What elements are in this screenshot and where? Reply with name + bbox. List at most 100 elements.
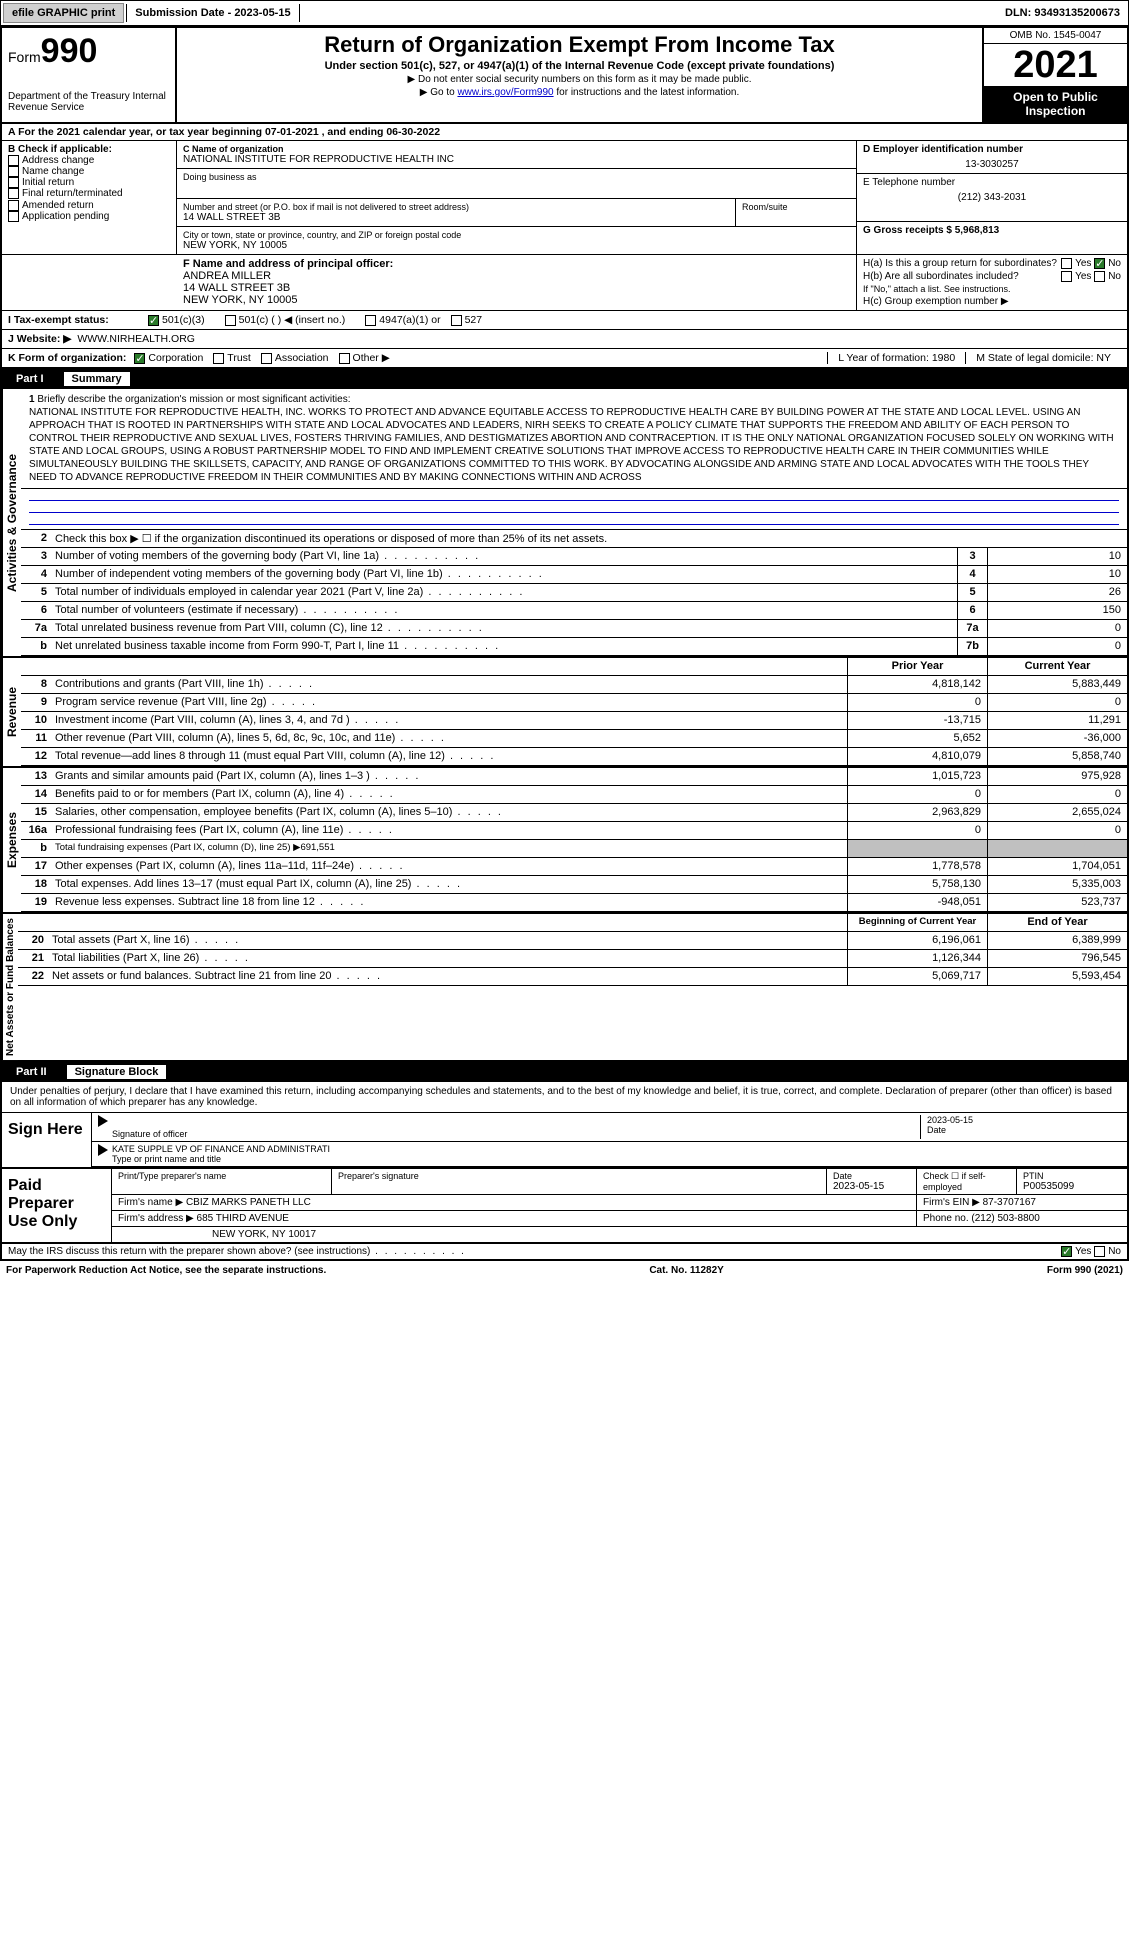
section-b: B Check if applicable: Address change Na… <box>2 141 177 254</box>
sign-here-label: Sign Here <box>2 1113 92 1167</box>
efile-header: efile GRAPHIC print Submission Date - 20… <box>0 0 1129 26</box>
checkbox-501c[interactable] <box>225 315 236 326</box>
checkbox-hb-yes[interactable] <box>1061 271 1072 282</box>
table-row: 10Investment income (Part VIII, column (… <box>21 712 1127 730</box>
form-header: Form990 Department of the Treasury Inter… <box>0 26 1129 124</box>
form-subtitle: Under section 501(c), 527, or 4947(a)(1)… <box>181 60 978 72</box>
phone: (212) 343-2031 <box>863 192 1121 203</box>
checkbox-other[interactable] <box>339 353 350 364</box>
department-label: Department of the Treasury Internal Reve… <box>8 91 169 113</box>
net-assets-label: Net Assets or Fund Balances <box>2 914 18 1060</box>
section-f-h-row: F Name and address of principal officer:… <box>0 255 1129 311</box>
checkbox-address-change[interactable] <box>8 155 19 166</box>
firm-address: 685 THIRD AVENUE <box>197 1213 289 1224</box>
section-f: F Name and address of principal officer:… <box>177 255 857 310</box>
ein: 13-3030257 <box>863 159 1121 170</box>
table-row: 11Other revenue (Part VIII, column (A), … <box>21 730 1127 748</box>
part2-header: Part II Signature Block <box>0 1062 1129 1082</box>
checkbox-hb-no[interactable] <box>1094 271 1105 282</box>
part1-header: Part I Summary <box>0 369 1129 389</box>
officer-name: ANDREA MILLER <box>183 270 850 282</box>
irs-link[interactable]: www.irs.gov/Form990 <box>457 87 553 98</box>
mission-text: NATIONAL INSTITUTE FOR REPRODUCTIVE HEAL… <box>29 407 1114 483</box>
checkbox-ha-yes[interactable] <box>1061 258 1072 269</box>
table-row: bNet unrelated business taxable income f… <box>21 638 1127 656</box>
checkbox-initial-return[interactable] <box>8 177 19 188</box>
revenue-label: Revenue <box>2 658 21 766</box>
submission-date: Submission Date - 2023-05-15 <box>126 4 299 22</box>
table-row: 12Total revenue—add lines 8 through 11 (… <box>21 748 1127 766</box>
table-row: 8Contributions and grants (Part VIII, li… <box>21 676 1127 694</box>
table-row: 4Number of independent voting members of… <box>21 566 1127 584</box>
form-number-block: Form990 Department of the Treasury Inter… <box>2 28 177 122</box>
table-row: 20Total assets (Part X, line 16)6,196,06… <box>18 932 1127 950</box>
table-row: 16aProfessional fundraising fees (Part I… <box>21 822 1127 840</box>
discuss-row: May the IRS discuss this return with the… <box>0 1244 1129 1261</box>
cat-number: Cat. No. 11282Y <box>649 1265 723 1276</box>
checkbox-name-change[interactable] <box>8 166 19 177</box>
form-of-org-row: K Form of organization: Corporation Trus… <box>0 349 1129 369</box>
section-h: H(a) Is this a group return for subordin… <box>857 255 1127 310</box>
public-inspection-label: Open to Public Inspection <box>984 86 1127 122</box>
table-row: 21Total liabilities (Part X, line 26)1,1… <box>18 950 1127 968</box>
penalty-text: Under penalties of perjury, I declare th… <box>2 1082 1127 1113</box>
checkbox-assoc[interactable] <box>261 353 272 364</box>
form-note-ssn: ▶ Do not enter social security numbers o… <box>181 74 978 85</box>
org-address: 14 WALL STREET 3B <box>183 212 729 223</box>
checkbox-ha-no[interactable] <box>1094 258 1105 269</box>
checkbox-discuss-yes[interactable] <box>1061 1246 1072 1257</box>
table-row: 14Benefits paid to or for members (Part … <box>21 786 1127 804</box>
table-row: 7aTotal unrelated business revenue from … <box>21 620 1127 638</box>
table-row: 6Total number of volunteers (estimate if… <box>21 602 1127 620</box>
efile-print-button[interactable]: efile GRAPHIC print <box>3 3 124 23</box>
section-d-e-g: D Employer identification number 13-3030… <box>857 141 1127 254</box>
part1-net-assets: Net Assets or Fund Balances Beginning of… <box>0 914 1129 1062</box>
omb-number: OMB No. 1545-0047 <box>984 28 1127 44</box>
checkbox-pending[interactable] <box>8 211 19 222</box>
gross-receipts: G Gross receipts $ 5,968,813 <box>863 225 1121 236</box>
form-year-block: OMB No. 1545-0047 2021 Open to Public In… <box>982 28 1127 122</box>
section-b-c-d-row: B Check if applicable: Address change Na… <box>0 141 1129 255</box>
website-url: WWW.NIRHEALTH.ORG <box>77 333 195 345</box>
part1-governance: Activities & Governance 1 Briefly descri… <box>0 389 1129 658</box>
section-c: C Name of organization NATIONAL INSTITUT… <box>177 141 857 254</box>
table-row: 5Total number of individuals employed in… <box>21 584 1127 602</box>
form-instructions-link: ▶ Go to www.irs.gov/Form990 for instruct… <box>181 87 978 98</box>
table-row: 17Other expenses (Part IX, column (A), l… <box>21 858 1127 876</box>
paid-preparer-label: Paid Preparer Use Only <box>2 1169 112 1242</box>
form-title-block: Return of Organization Exempt From Incom… <box>177 28 982 122</box>
state-domicile: M State of legal domicile: NY <box>965 352 1121 364</box>
checkbox-501c3[interactable] <box>148 315 159 326</box>
expenses-label: Expenses <box>2 768 21 912</box>
table-row: 15Salaries, other compensation, employee… <box>21 804 1127 822</box>
checkbox-4947[interactable] <box>365 315 376 326</box>
table-row: 18Total expenses. Add lines 13–17 (must … <box>21 876 1127 894</box>
governance-label: Activities & Governance <box>2 389 21 656</box>
table-row: 3Number of voting members of the governi… <box>21 548 1127 566</box>
org-city: NEW YORK, NY 10005 <box>183 240 850 251</box>
firm-phone: Phone no. (212) 503-8800 <box>917 1211 1127 1226</box>
checkbox-527[interactable] <box>451 315 462 326</box>
checkbox-final-return[interactable] <box>8 188 19 199</box>
ptin: P00535099 <box>1023 1181 1121 1192</box>
checkbox-corp[interactable] <box>134 353 145 364</box>
arrow-icon <box>98 1115 108 1127</box>
org-name: NATIONAL INSTITUTE FOR REPRODUCTIVE HEAL… <box>183 154 850 165</box>
table-row: 9Program service revenue (Part VIII, lin… <box>21 694 1127 712</box>
signature-section: Under penalties of perjury, I declare th… <box>0 1082 1129 1169</box>
table-row: 19Revenue less expenses. Subtract line 1… <box>21 894 1127 912</box>
checkbox-trust[interactable] <box>213 353 224 364</box>
table-row: 22Net assets or fund balances. Subtract … <box>18 968 1127 986</box>
checkbox-discuss-no[interactable] <box>1094 1246 1105 1257</box>
firm-ein: Firm's EIN ▶ 87-3707167 <box>917 1195 1127 1210</box>
year-formation: L Year of formation: 1980 <box>827 352 965 364</box>
tax-year: 2021 <box>984 44 1127 86</box>
form-footer: Form 990 (2021) <box>1047 1265 1123 1276</box>
firm-name: CBIZ MARKS PANETH LLC <box>186 1197 311 1208</box>
footer: For Paperwork Reduction Act Notice, see … <box>0 1261 1129 1280</box>
checkbox-amended[interactable] <box>8 200 19 211</box>
tax-year-row: A For the 2021 calendar year, or tax yea… <box>0 124 1129 141</box>
part1-revenue: Revenue Prior Year Current Year 8Contrib… <box>0 658 1129 768</box>
tax-exempt-row: I Tax-exempt status: 501(c)(3) 501(c) ( … <box>0 311 1129 330</box>
table-row: 13Grants and similar amounts paid (Part … <box>21 768 1127 786</box>
